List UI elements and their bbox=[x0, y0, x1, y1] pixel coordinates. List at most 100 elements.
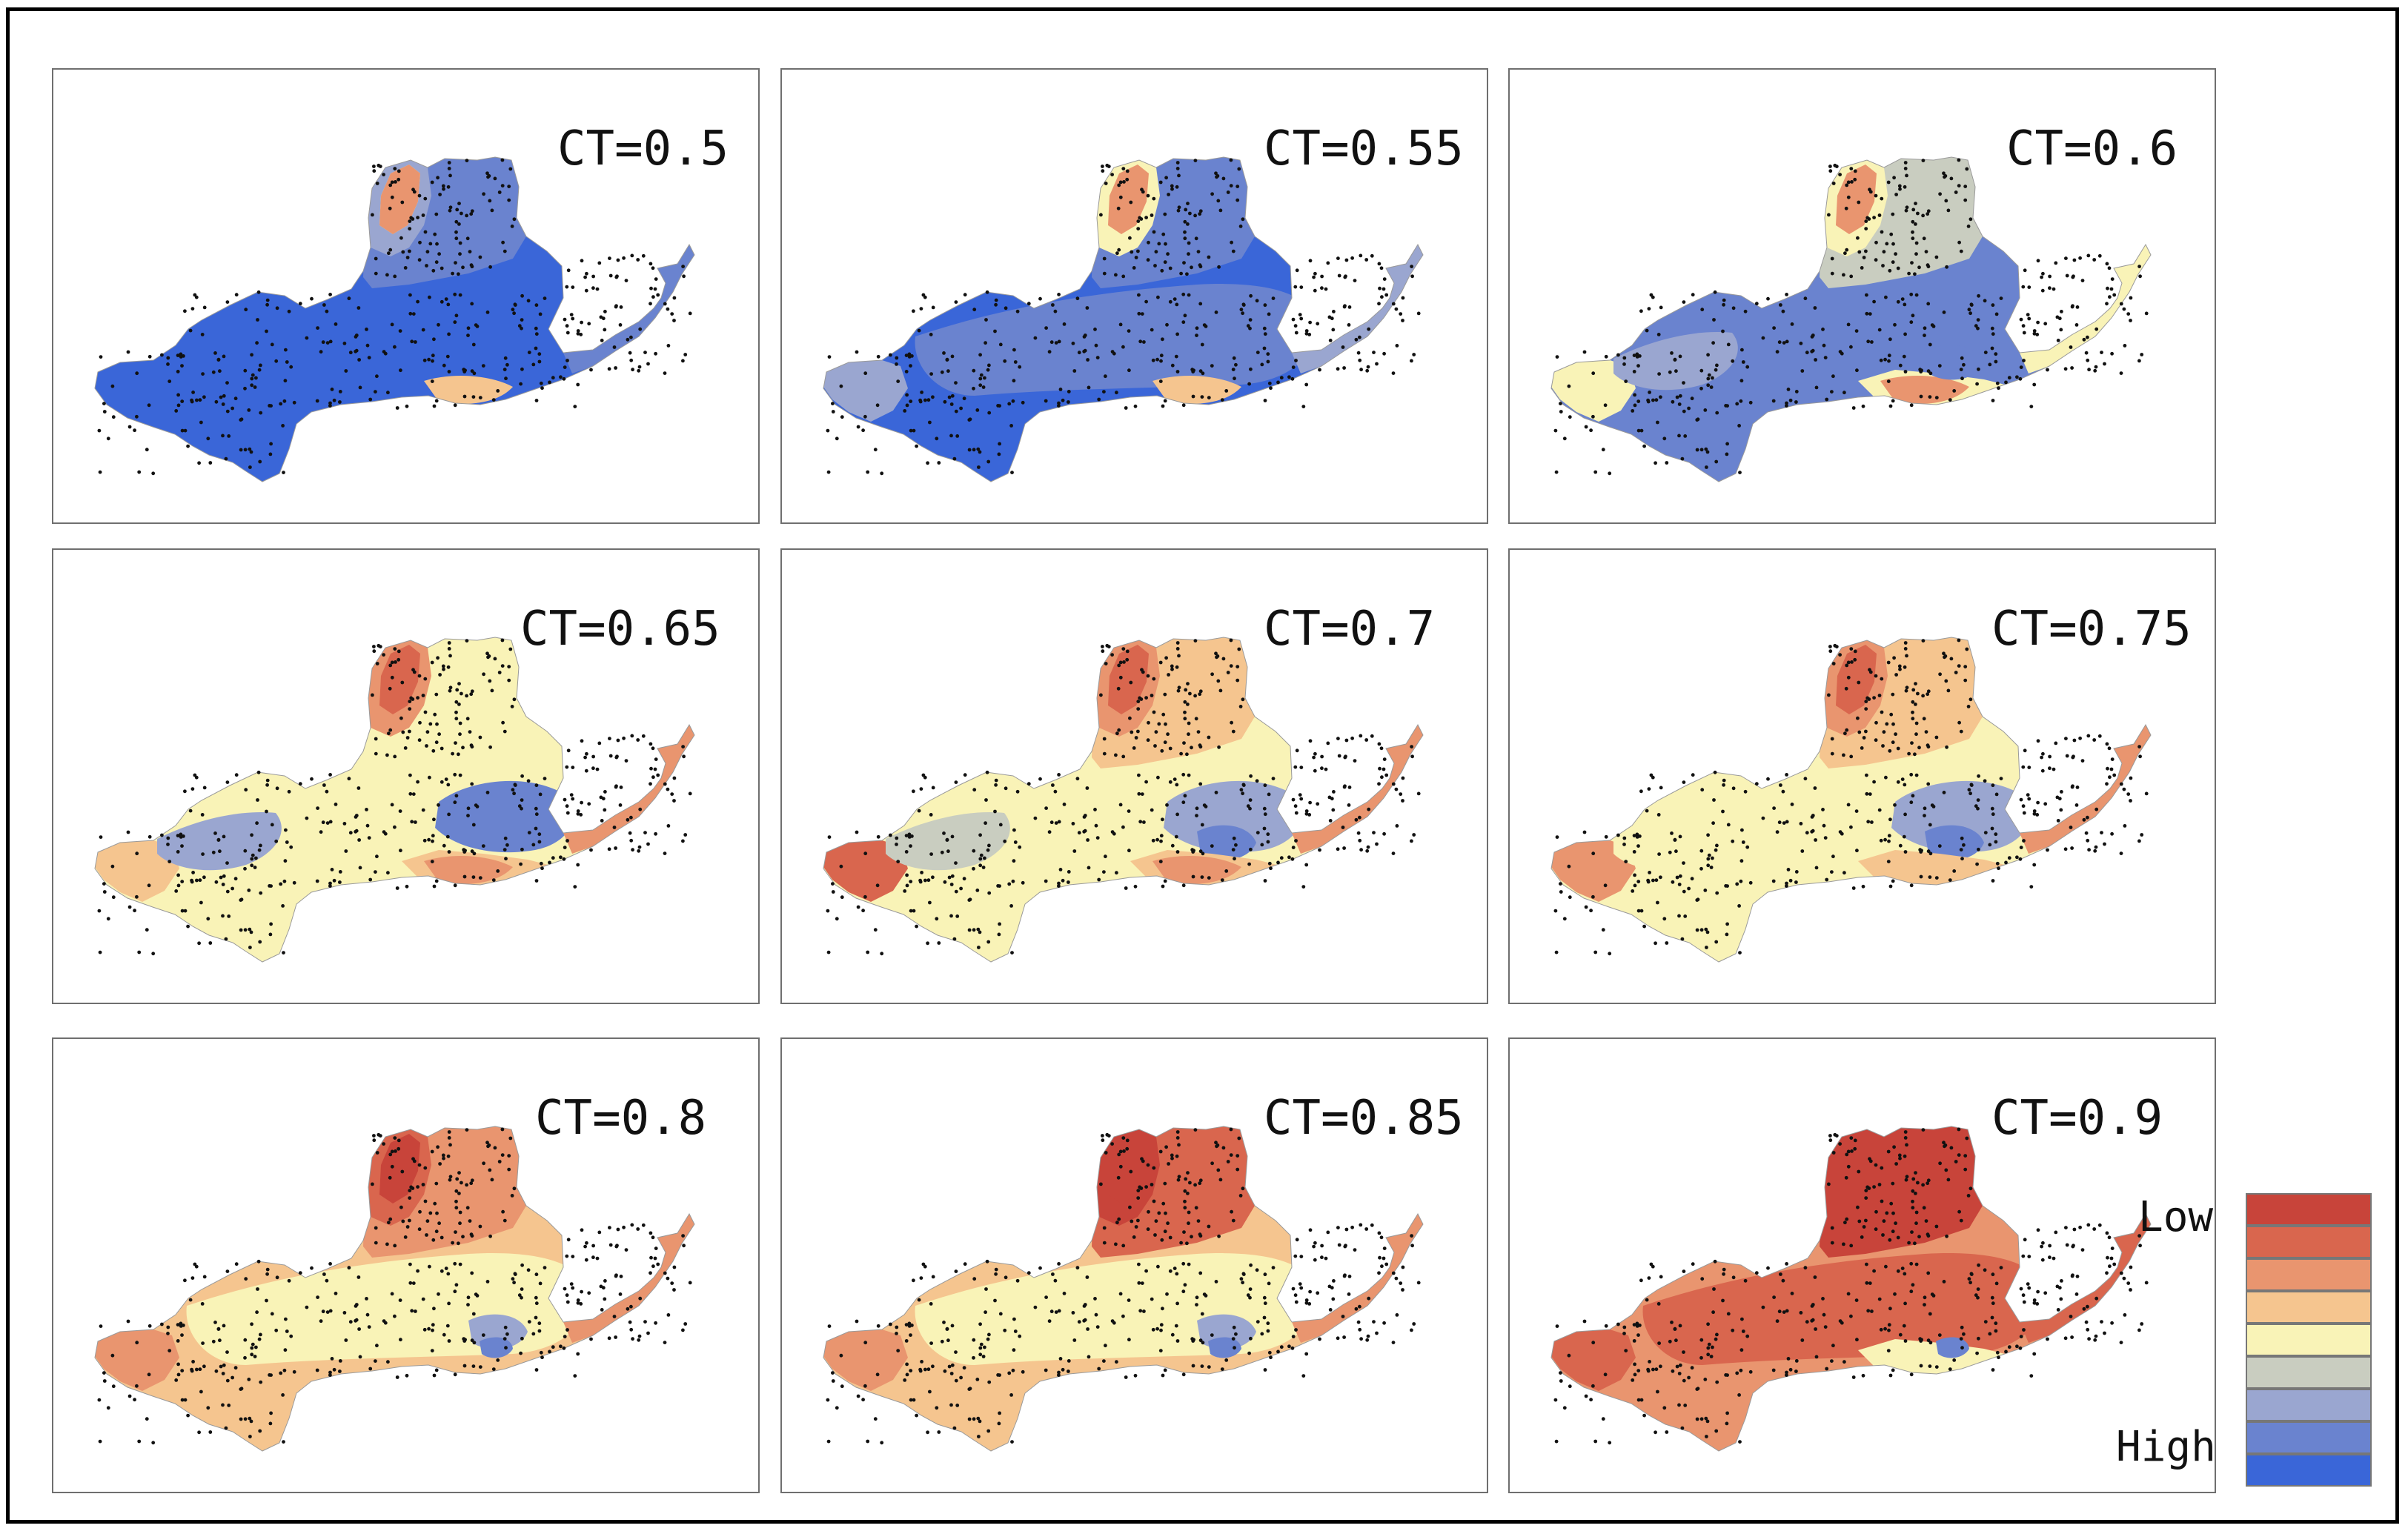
station-point bbox=[503, 1218, 507, 1223]
station-point bbox=[1186, 202, 1190, 205]
station-point bbox=[1911, 219, 1915, 224]
station-point bbox=[512, 697, 517, 702]
station-point bbox=[1004, 1275, 1008, 1280]
station-point bbox=[1705, 1435, 1708, 1438]
station-point bbox=[247, 1378, 251, 1381]
station-point bbox=[1136, 249, 1140, 253]
station-point bbox=[1799, 1311, 1803, 1315]
station-point bbox=[2105, 262, 2109, 266]
station-point bbox=[1125, 1146, 1130, 1151]
station-point bbox=[2064, 256, 2068, 260]
station-point bbox=[227, 434, 231, 438]
station-point bbox=[176, 1372, 181, 1377]
station-point bbox=[631, 368, 634, 372]
station-point bbox=[251, 373, 255, 377]
station-point bbox=[2129, 1288, 2132, 1292]
station-point bbox=[920, 871, 923, 874]
station-point bbox=[1127, 809, 1131, 813]
station-point bbox=[2086, 734, 2091, 738]
station-point bbox=[2082, 817, 2086, 822]
station-point bbox=[1957, 240, 1961, 245]
station-point bbox=[1706, 863, 1711, 868]
station-point bbox=[1391, 302, 1396, 306]
station-point bbox=[1177, 205, 1181, 210]
value-zone bbox=[1936, 1337, 1969, 1358]
station-point bbox=[1800, 849, 1805, 853]
station-point bbox=[1677, 1372, 1682, 1375]
station-point bbox=[649, 262, 653, 266]
station-point bbox=[454, 236, 459, 241]
station-point bbox=[1903, 1339, 1908, 1343]
station-point bbox=[1132, 266, 1136, 270]
station-point bbox=[920, 391, 923, 394]
station-point bbox=[986, 1429, 991, 1433]
station-point bbox=[1794, 390, 1799, 394]
station-point bbox=[471, 875, 476, 879]
station-point bbox=[2052, 1256, 2056, 1261]
station-point bbox=[1914, 721, 1919, 726]
station-point bbox=[1127, 368, 1131, 373]
station-point bbox=[2072, 258, 2077, 262]
station-point bbox=[1293, 804, 1298, 808]
station-point bbox=[1934, 1224, 1939, 1229]
station-point bbox=[2052, 767, 2056, 771]
station-point bbox=[421, 1183, 425, 1186]
station-point bbox=[1377, 782, 1381, 786]
station-point bbox=[328, 404, 332, 408]
station-point bbox=[468, 250, 472, 253]
station-point bbox=[612, 826, 617, 829]
station-point bbox=[1853, 649, 1857, 654]
station-point bbox=[259, 411, 263, 415]
station-point bbox=[1632, 1339, 1636, 1343]
station-point bbox=[1591, 894, 1595, 899]
station-point bbox=[1155, 1327, 1159, 1331]
station-point bbox=[2065, 754, 2069, 758]
station-point bbox=[1680, 1426, 1685, 1430]
station-point bbox=[2032, 809, 2037, 813]
station-point bbox=[1682, 381, 1685, 385]
station-point bbox=[354, 815, 358, 819]
station-point bbox=[1881, 1233, 1885, 1237]
station-point bbox=[259, 363, 262, 368]
station-point bbox=[681, 1234, 685, 1238]
station-point bbox=[520, 847, 524, 851]
station-point bbox=[571, 766, 575, 769]
station-point bbox=[1344, 258, 1349, 262]
station-point bbox=[1410, 754, 1414, 759]
station-point bbox=[1263, 812, 1267, 817]
station-point bbox=[435, 1211, 439, 1215]
station-point bbox=[1318, 1337, 1321, 1341]
station-point bbox=[462, 368, 466, 372]
station-point bbox=[1175, 167, 1180, 170]
station-point bbox=[1224, 389, 1229, 393]
station-point bbox=[388, 1175, 392, 1180]
station-point bbox=[562, 1346, 566, 1350]
station-point bbox=[2110, 1321, 2114, 1325]
station-point bbox=[952, 1426, 957, 1430]
station-point bbox=[1740, 348, 1744, 352]
station-point bbox=[454, 230, 458, 234]
station-point bbox=[442, 667, 445, 671]
station-point bbox=[508, 1136, 513, 1140]
station-point bbox=[1150, 213, 1154, 217]
station-point bbox=[416, 696, 419, 700]
station-point bbox=[534, 812, 539, 817]
station-point bbox=[1269, 386, 1273, 391]
station-point bbox=[257, 848, 262, 852]
station-point bbox=[983, 376, 986, 380]
station-point bbox=[526, 779, 531, 783]
station-point bbox=[1255, 779, 1259, 783]
basin-base bbox=[95, 637, 694, 962]
value-zone bbox=[823, 1329, 908, 1391]
station-point bbox=[446, 302, 451, 307]
station-point bbox=[1011, 1368, 1015, 1372]
station-point bbox=[2110, 277, 2115, 281]
station-point bbox=[1911, 236, 1915, 241]
station-point bbox=[1160, 1238, 1164, 1242]
station-point bbox=[2063, 1336, 2068, 1341]
station-point bbox=[248, 927, 252, 932]
station-point bbox=[147, 1372, 151, 1377]
station-point bbox=[585, 751, 588, 756]
station-point bbox=[478, 735, 482, 740]
station-point bbox=[430, 860, 434, 863]
